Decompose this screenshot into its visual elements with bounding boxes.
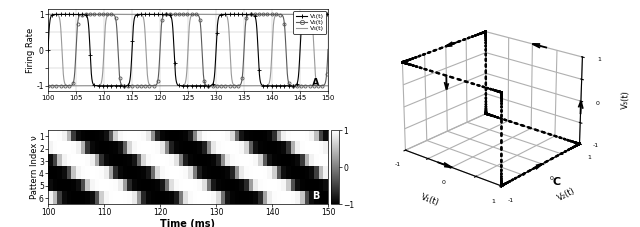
Y-axis label: Pattern Index ν: Pattern Index ν [30,135,39,199]
Y-axis label: V₂(t): V₂(t) [557,186,577,203]
Legend: V₁(t), V₂(t), V₃(t): V₁(t), V₂(t), V₃(t) [293,11,326,34]
Y-axis label: Firing Rate: Firing Rate [26,27,35,73]
Text: A: A [312,78,319,88]
X-axis label: Time (ms): Time (ms) [161,219,216,227]
Text: B: B [312,191,319,201]
X-axis label: V₁(t): V₁(t) [420,192,441,207]
Text: C: C [553,177,561,187]
